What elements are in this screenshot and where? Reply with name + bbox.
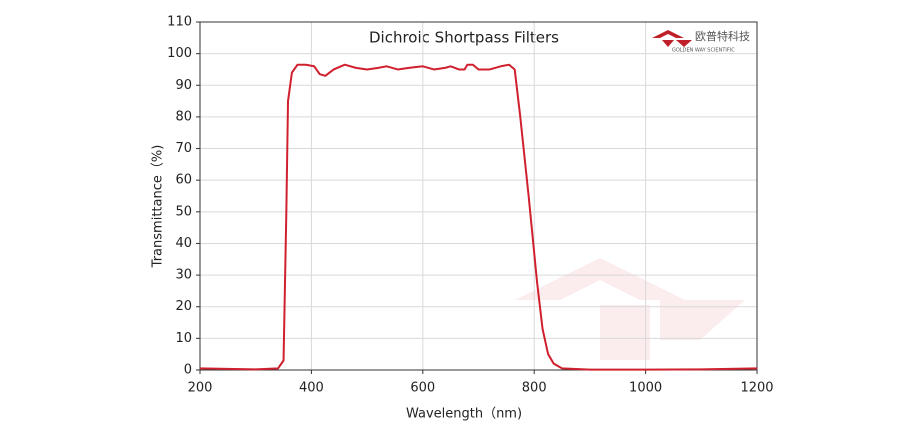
x-tick-label: 1000 [629, 381, 662, 396]
y-tick-label: 100 [167, 46, 192, 61]
logo-text: 欧普特科技 [695, 29, 750, 43]
x-axis-label: Wavelength（nm) [406, 407, 522, 422]
logo: 欧普特科技 GOLDEN WAY SCIENTIFIC [652, 29, 750, 54]
logo-subtext: GOLDEN WAY SCIENTIFIC [672, 48, 735, 54]
y-tick-label: 10 [175, 331, 192, 346]
y-tick-label: 90 [175, 78, 192, 93]
y-tick-label: 0 [184, 363, 192, 378]
y-tick-label: 70 [175, 141, 192, 156]
y-axis-label: Transmittance（%) [151, 145, 166, 269]
y-tick-label: 60 [175, 173, 192, 188]
x-tick-label: 800 [522, 381, 547, 396]
y-tick-label: 40 [175, 236, 192, 251]
x-tick-label: 600 [410, 381, 435, 396]
y-tick-label: 50 [175, 204, 192, 219]
x-tick-label: 200 [188, 381, 213, 396]
x-tick-label: 400 [299, 381, 324, 396]
chart-title: Dichroic Shortpass Filters [369, 29, 559, 47]
watermark [515, 258, 745, 360]
y-tick-label: 30 [175, 268, 192, 283]
y-tick-label: 80 [175, 109, 192, 124]
plot-frame [199, 21, 758, 371]
x-tick-label: 1200 [740, 381, 773, 396]
line-series [199, 63, 758, 371]
y-tick-label: 110 [167, 15, 192, 30]
y-tick-label: 20 [175, 299, 192, 314]
